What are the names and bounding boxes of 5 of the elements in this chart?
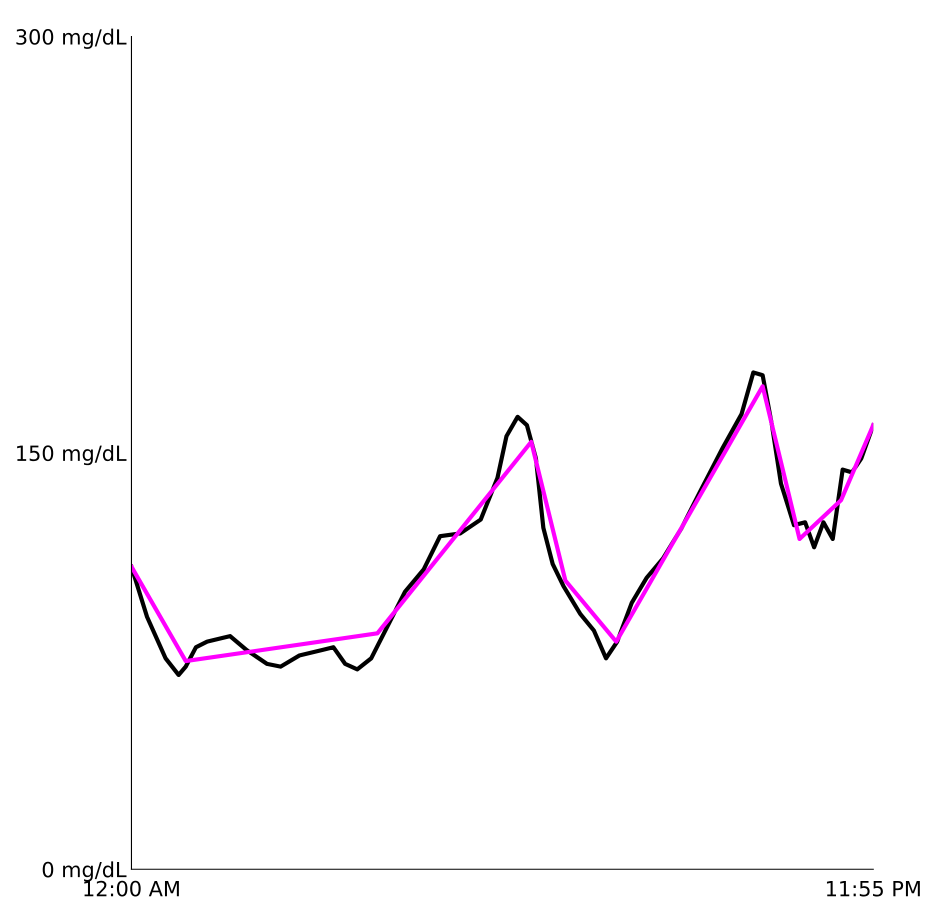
y-tick-label: 0 mg/dL — [42, 861, 126, 882]
y-tick-label: 150 mg/dL — [17, 445, 126, 466]
y-tick-label: 300 mg/dL — [16, 28, 126, 49]
x-tick-label: 11:55 PM — [826, 881, 920, 896]
x-tick-label: 12:00 AM — [84, 880, 179, 896]
